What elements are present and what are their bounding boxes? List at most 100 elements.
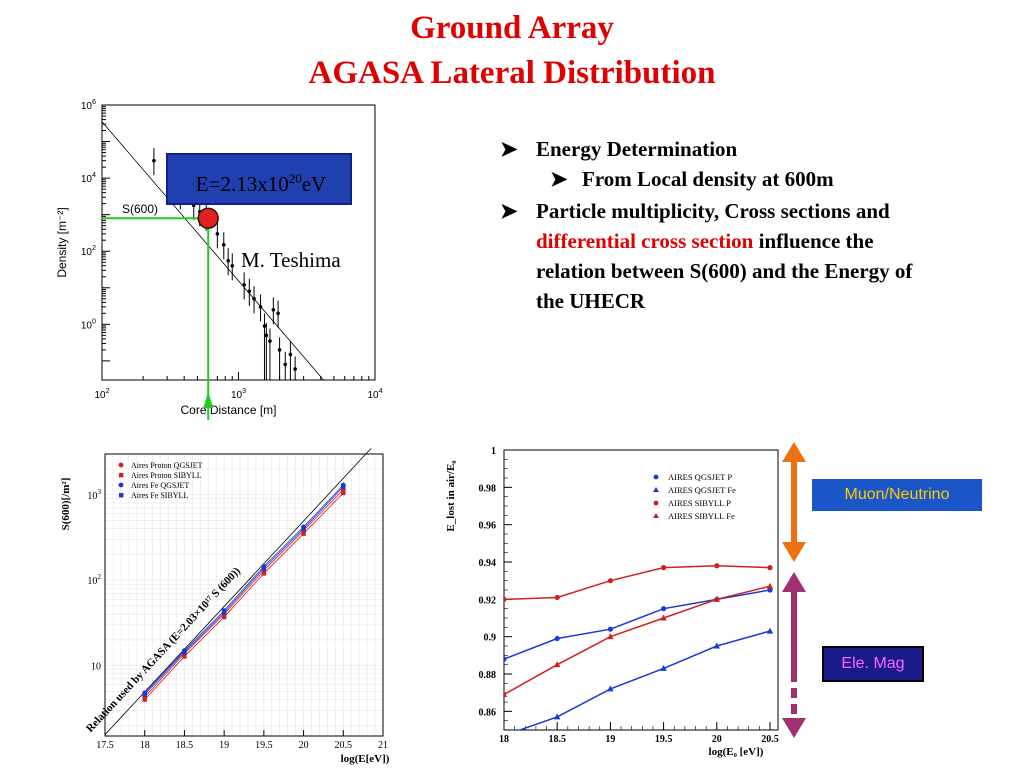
y-tick-label: 104 <box>81 170 96 185</box>
data-point <box>607 685 614 692</box>
energy-value-text: E=2.13x1020eV <box>195 171 327 196</box>
data-point <box>261 571 267 576</box>
y-tick-label: 0.86 <box>479 707 497 718</box>
data-point <box>215 231 220 236</box>
y-tick-label: 102 <box>87 573 101 587</box>
data-point <box>271 307 276 312</box>
legend-label: Aires Fe SIBYLL <box>131 491 188 500</box>
legend-label: AIRES SIBYLL Fe <box>668 511 735 521</box>
y-tick-label: 0.92 <box>479 595 497 606</box>
data-point <box>293 367 297 371</box>
data-point <box>261 566 267 571</box>
legend-marker <box>118 462 124 468</box>
x-tick-label: 20.5 <box>335 740 353 751</box>
data-point <box>268 339 272 343</box>
data-point <box>660 614 667 621</box>
slide-title-line2: AGASA Lateral Distribution <box>308 55 716 91</box>
plot-frame <box>101 104 376 381</box>
s600-arrowhead <box>203 392 214 408</box>
data-point <box>660 664 667 671</box>
y-tick-label: 0.94 <box>479 558 497 569</box>
y-tick-label: 10 <box>91 662 101 673</box>
legend-marker <box>119 493 124 498</box>
s600-energy-chart: 17.5 18 18.5 19 19.5 20 20.5 21 10 102 103 log(E[eV… <box>60 448 390 765</box>
slide-title-line1: Ground Array <box>410 10 614 46</box>
x-tick-label: 20 <box>299 740 309 751</box>
x-tick-label: 102 <box>94 386 109 401</box>
data-point <box>182 654 187 659</box>
lateral-distribution-chart: 102 103 104 100 102 104 106 Core Distance [m] De… <box>55 97 383 420</box>
sub-bullet-local-density: ➤ From Local density at 600m <box>500 164 940 194</box>
series-line <box>504 589 771 660</box>
x-tick-label: 19 <box>605 734 615 745</box>
data-point <box>661 606 667 612</box>
author-credit: M. Teshima <box>241 248 341 272</box>
data-point <box>661 565 667 571</box>
x-tick-label: 19 <box>219 740 229 751</box>
data-point <box>607 578 613 584</box>
data-point <box>607 626 613 632</box>
data-point <box>264 333 269 338</box>
x-axis-label: log(E[eV]) <box>341 753 390 765</box>
data-point <box>341 490 346 496</box>
data-point <box>226 258 230 263</box>
legend-label: AIRES QGSJET Fe <box>668 485 736 495</box>
energy-value-box: E=2.13x1020eV <box>166 153 352 205</box>
arrowhead-bullet-icon: ➤ <box>550 167 568 191</box>
data-point <box>607 633 614 640</box>
y-axis-label: Density [m⁻²] <box>55 207 69 277</box>
x-tick-label: 18.5 <box>176 740 194 751</box>
series-line <box>144 484 344 694</box>
data-point <box>182 649 187 655</box>
series-line <box>504 564 771 601</box>
x-tick-label: 19.5 <box>655 734 673 745</box>
legend-label: AIRES SIBYLL P <box>668 498 731 508</box>
data-point <box>142 697 147 702</box>
legend-label: AIRES QGSJET P <box>668 472 732 482</box>
y-tick-label: 100 <box>81 316 96 331</box>
series-line <box>144 492 344 700</box>
arrowhead-bullet-icon: ➤ <box>500 137 518 161</box>
x-tick-label: 20.5 <box>761 734 779 745</box>
y-tick-label: 0.96 <box>479 521 497 532</box>
y-tick-label: 0.9 <box>484 633 497 644</box>
y-tick-label: 103 <box>87 488 101 502</box>
x-tick-label: 18 <box>499 734 509 745</box>
x-tick-label: 19.5 <box>255 740 273 751</box>
bullet-particle-multiplicity: ➤ Particle multiplicity, Cross sections … <box>500 196 940 316</box>
data-point <box>258 305 263 309</box>
data-point <box>221 242 226 247</box>
data-point <box>554 661 561 668</box>
em-range-arrow <box>782 572 806 738</box>
data-point <box>766 582 774 589</box>
data-point <box>283 362 288 367</box>
data-point <box>554 635 560 642</box>
legend-marker <box>119 473 124 478</box>
energy-loss-chart: 18 18.5 19 19.5 20 20.5 0.86 0.88 0.9 0.92 0.94 0.9… <box>445 446 779 758</box>
y-tick-label: 1 <box>491 446 496 457</box>
bullet-list: ➤ Energy Determination ➤ From Local dens… <box>500 134 940 316</box>
ele-mag-label: Ele. Mag <box>822 646 924 682</box>
data-point <box>221 614 227 620</box>
data-point <box>301 526 306 531</box>
x-tick-label: 104 <box>367 386 382 401</box>
data-point <box>221 610 227 615</box>
data-point <box>554 594 560 601</box>
x-tick-label: 17.5 <box>96 740 114 751</box>
x-tick-label: 18.5 <box>548 734 566 745</box>
arrowhead-bullet-icon: ➤ <box>500 199 518 223</box>
y-axis-label: S(600)[/m²] <box>60 478 72 531</box>
data-point <box>714 563 720 569</box>
data-point <box>247 289 252 294</box>
legend-label: Aires Proton QGSJET <box>131 461 203 470</box>
data-point <box>277 348 282 352</box>
x-axis-label: Core Distance [m] <box>180 403 276 417</box>
highlighted-term: differential cross section <box>536 229 754 253</box>
fit-line <box>101 121 324 381</box>
range-arrows <box>782 442 806 738</box>
legend-marker <box>653 474 659 480</box>
legend-marker <box>653 513 659 518</box>
data-point <box>504 691 508 698</box>
bullet-energy-determination: ➤ Energy Determination <box>500 134 940 164</box>
data-point <box>767 565 773 571</box>
